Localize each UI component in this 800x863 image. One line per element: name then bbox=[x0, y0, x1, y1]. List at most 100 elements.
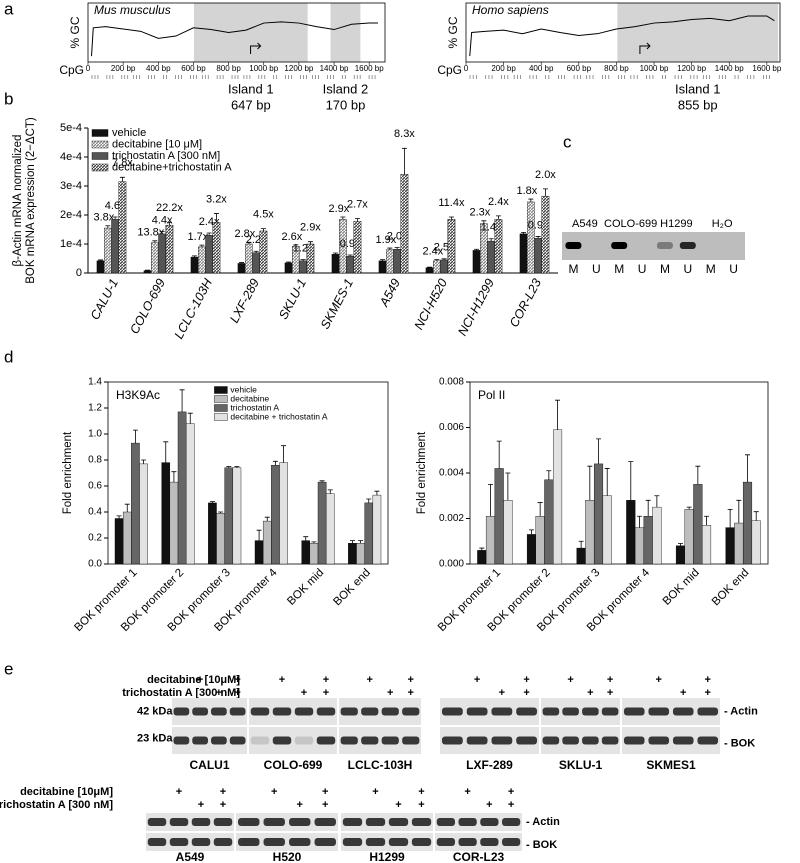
bar bbox=[425, 267, 434, 274]
y-tick-label: 0.004 bbox=[439, 468, 464, 479]
plus-sign: + bbox=[523, 687, 529, 699]
plus-sign: + bbox=[499, 687, 505, 699]
error-bar bbox=[347, 254, 353, 257]
y-axis-label: β-Actin mRNA normalized bbox=[12, 135, 24, 267]
blot-band bbox=[340, 707, 358, 716]
error-bar bbox=[145, 269, 151, 271]
plus-sign: + bbox=[705, 674, 711, 686]
blot-band bbox=[173, 707, 190, 716]
bar bbox=[364, 502, 374, 565]
error-bar bbox=[645, 499, 651, 517]
x-tick-label: 1400 bp bbox=[320, 64, 349, 73]
fold-label: 1.8x bbox=[516, 185, 537, 197]
cell-line-label: SKMES1 bbox=[646, 758, 696, 772]
error-bar bbox=[434, 259, 440, 261]
plus-sign: + bbox=[464, 786, 470, 798]
fold-label: 8.3x bbox=[394, 128, 415, 140]
blot-band bbox=[402, 707, 420, 716]
blot-band bbox=[436, 838, 456, 846]
error-bar bbox=[753, 511, 759, 521]
y-tick-label: 0 bbox=[76, 267, 82, 279]
fold-label: 2.9x bbox=[328, 203, 349, 215]
bar bbox=[378, 260, 387, 274]
bar bbox=[634, 527, 645, 565]
error-bar bbox=[199, 244, 205, 247]
x-tick-label: 600 bp bbox=[567, 64, 592, 73]
fold-label: 4.4x bbox=[152, 214, 173, 226]
blot-band bbox=[501, 838, 521, 846]
legend-label: decitabine [10 μM] bbox=[112, 138, 202, 150]
error-bar bbox=[260, 228, 266, 231]
legend-label: decitabine bbox=[230, 393, 269, 403]
blot-band bbox=[516, 736, 538, 745]
x-tick-label: NCI-H520 bbox=[412, 276, 450, 332]
blot-band bbox=[250, 707, 270, 716]
plus-sign: + bbox=[197, 674, 203, 686]
kda-label: 42 kDa bbox=[137, 705, 173, 717]
plus-sign: + bbox=[323, 674, 329, 686]
sample-label: A549 bbox=[572, 218, 598, 230]
bar bbox=[111, 219, 119, 274]
fold-label: 2.7x bbox=[347, 198, 368, 210]
blot bbox=[146, 833, 234, 851]
island-label: Island 1 bbox=[228, 81, 274, 96]
bar bbox=[208, 502, 217, 565]
plus-sign: + bbox=[418, 799, 424, 811]
panel-label: d bbox=[4, 347, 13, 366]
x-tick-label: 1200 bp bbox=[677, 64, 706, 73]
blot bbox=[236, 833, 338, 851]
blot-band bbox=[250, 736, 270, 745]
y-axis-label: Fold enrichment bbox=[416, 431, 428, 514]
sample-label: H₂O bbox=[712, 218, 733, 230]
bar bbox=[122, 511, 132, 565]
error-bar bbox=[234, 466, 240, 468]
blot-band bbox=[213, 818, 233, 826]
bar bbox=[139, 463, 148, 565]
bar bbox=[262, 520, 272, 565]
error-bar bbox=[124, 503, 130, 512]
cpg-island bbox=[330, 3, 361, 62]
error-bar bbox=[340, 216, 346, 220]
gel-band bbox=[611, 242, 628, 249]
plus-sign: + bbox=[323, 687, 329, 699]
x-tick-label: 1600 bp bbox=[355, 64, 384, 73]
band-label: - Actin bbox=[724, 705, 758, 717]
treatment-label: decitabine [10μM] bbox=[147, 674, 240, 686]
fold-label: 2.9x bbox=[300, 222, 321, 234]
blot-band bbox=[501, 818, 521, 826]
blot-band bbox=[173, 736, 190, 745]
x-tick-label: 0 bbox=[464, 64, 469, 73]
y-tick-label: 0.002 bbox=[439, 513, 464, 524]
plus-sign: + bbox=[220, 799, 226, 811]
error-bar bbox=[505, 472, 511, 501]
panel-label: a bbox=[4, 0, 14, 18]
bar bbox=[602, 495, 612, 565]
blot-band bbox=[229, 736, 246, 745]
error-bar bbox=[448, 216, 454, 220]
lane-label: M bbox=[660, 262, 670, 276]
blot-band bbox=[672, 736, 694, 745]
island-size: 855 bp bbox=[678, 97, 718, 112]
y-tick-label: 0.2 bbox=[88, 533, 102, 544]
island-label: Island 2 bbox=[323, 81, 369, 96]
blot-band bbox=[388, 818, 409, 826]
plus-sign: + bbox=[301, 687, 307, 699]
blot-band bbox=[441, 736, 463, 745]
x-tick-label: 1600 bp bbox=[752, 64, 781, 73]
legend-label: trichostatin A bbox=[230, 402, 279, 412]
bar bbox=[279, 462, 288, 565]
x-tick-label: 1000 bp bbox=[640, 64, 669, 73]
treatment-label: trichostatin A [300 nM] bbox=[122, 687, 240, 699]
blot-band bbox=[381, 736, 399, 745]
plus-sign: + bbox=[656, 674, 662, 686]
y-tick-label: 0.006 bbox=[439, 422, 464, 433]
y-tick-label: 1e-4 bbox=[60, 238, 82, 250]
bar bbox=[237, 263, 246, 274]
bar bbox=[386, 249, 394, 274]
x-tick-label: 800 bp bbox=[216, 64, 241, 73]
legend-swatch bbox=[214, 386, 228, 394]
bar bbox=[626, 500, 636, 565]
gel-band bbox=[656, 242, 673, 249]
error-bar bbox=[293, 244, 299, 247]
